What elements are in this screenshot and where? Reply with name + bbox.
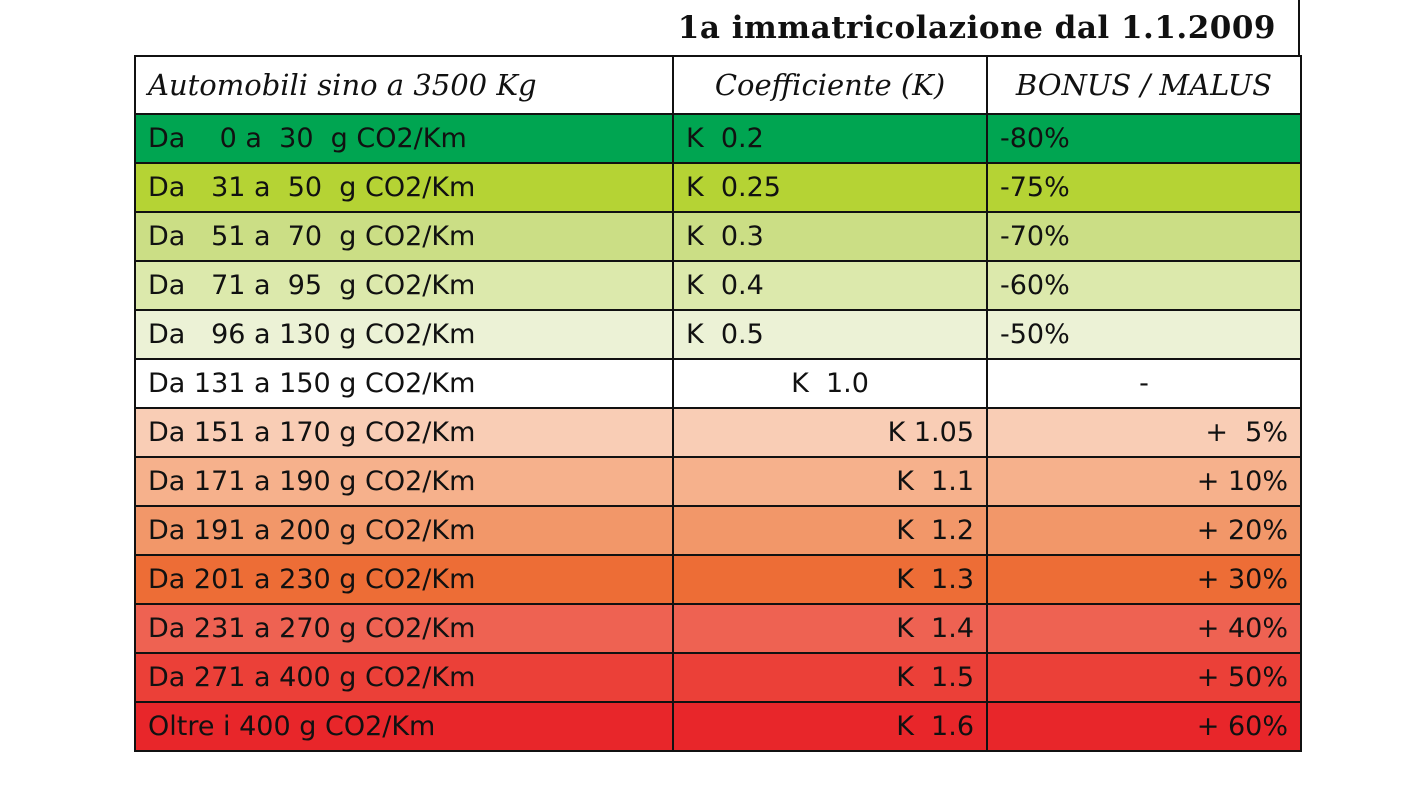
table-title: 1a immatricolazione dal 1.1.2009 (134, 0, 1300, 55)
bonus-malus-cell: -75% (986, 162, 1302, 213)
document-frame: 1a immatricolazione dal 1.1.2009 Automob… (134, 0, 1302, 776)
coefficient-cell: K 1.05 (672, 407, 988, 458)
co2-range-cell: Da 96 a 130 g CO2/Km (134, 309, 674, 360)
coefficient-cell: K 1.0 (672, 358, 988, 409)
co2-range-cell: Da 171 a 190 g CO2/Km (134, 456, 674, 507)
bonus-malus-cell: - (986, 358, 1302, 409)
co2-range-cell: Da 271 a 400 g CO2/Km (134, 652, 674, 703)
table-row: Da 231 a 270 g CO2/Km K 1.4 + 40% (134, 603, 1302, 654)
bonus-malus-cell: + 30% (986, 554, 1302, 605)
co2-range-cell: Da 151 a 170 g CO2/Km (134, 407, 674, 458)
coefficient-cell: K 0.5 (672, 309, 988, 360)
table-row: Da 71 a 95 g CO2/Km K 0.4 -60% (134, 260, 1302, 311)
coefficient-cell: K 1.3 (672, 554, 988, 605)
table-row: Oltre i 400 g CO2/Km K 1.6 + 60% (134, 701, 1302, 752)
table-row: Da 171 a 190 g CO2/Km K 1.1 + 10% (134, 456, 1302, 507)
bonus-malus-cell: + 5% (986, 407, 1302, 458)
table-row: Da 131 a 150 g CO2/Km K 1.0- (134, 358, 1302, 409)
co2-range-cell: Da 131 a 150 g CO2/Km (134, 358, 674, 409)
bonus-malus-cell: -60% (986, 260, 1302, 311)
table-row: Da 0 a 30 g CO2/Km K 0.2 -80% (134, 113, 1302, 164)
table-row: Da 201 a 230 g CO2/Km K 1.3 + 30% (134, 554, 1302, 605)
co2-range-cell: Da 191 a 200 g CO2/Km (134, 505, 674, 556)
bonus-malus-cell: + 50% (986, 652, 1302, 703)
header-coefficient: Coefficiente (K) (672, 55, 988, 115)
coefficient-cell: K 1.1 (672, 456, 988, 507)
co2-range-cell: Oltre i 400 g CO2/Km (134, 701, 674, 752)
table-row: Da 151 a 170 g CO2/Km K 1.05 + 5% (134, 407, 1302, 458)
coefficient-cell: K 0.4 (672, 260, 988, 311)
table-row: Da 191 a 200 g CO2/Km K 1.2 + 20% (134, 505, 1302, 556)
coefficient-cell: K 1.4 (672, 603, 988, 654)
coefficient-cell: K 1.2 (672, 505, 988, 556)
co2-range-cell: Da 231 a 270 g CO2/Km (134, 603, 674, 654)
coefficient-cell: K 1.5 (672, 652, 988, 703)
coefficient-cell: K 1.6 (672, 701, 988, 752)
header-bonus-malus: BONUS / MALUS (986, 55, 1302, 115)
co2-range-cell: Da 51 a 70 g CO2/Km (134, 211, 674, 262)
coefficient-cell: K 0.25 (672, 162, 988, 213)
bonus-malus-cell: -50% (986, 309, 1302, 360)
bonus-malus-cell: + 60% (986, 701, 1302, 752)
table-row: Da 271 a 400 g CO2/Km K 1.5 + 50% (134, 652, 1302, 703)
co2-coefficient-table: Automobili sino a 3500 Kg Coefficiente (… (134, 55, 1302, 752)
bonus-malus-cell: + 40% (986, 603, 1302, 654)
header-row: Automobili sino a 3500 Kg Coefficiente (… (134, 55, 1302, 115)
co2-range-cell: Da 0 a 30 g CO2/Km (134, 113, 674, 164)
bonus-malus-cell: + 10% (986, 456, 1302, 507)
table-row: Da 51 a 70 g CO2/Km K 0.3 -70% (134, 211, 1302, 262)
table-row: Da 96 a 130 g CO2/Km K 0.5 -50% (134, 309, 1302, 360)
co2-range-cell: Da 71 a 95 g CO2/Km (134, 260, 674, 311)
bonus-malus-cell: -70% (986, 211, 1302, 262)
coefficient-cell: K 0.3 (672, 211, 988, 262)
bonus-malus-cell: + 20% (986, 505, 1302, 556)
co2-range-cell: Da 31 a 50 g CO2/Km (134, 162, 674, 213)
header-vehicle-category: Automobili sino a 3500 Kg (134, 55, 674, 115)
table-row: Da 31 a 50 g CO2/Km K 0.25 -75% (134, 162, 1302, 213)
coefficient-cell: K 0.2 (672, 113, 988, 164)
co2-range-cell: Da 201 a 230 g CO2/Km (134, 554, 674, 605)
bonus-malus-cell: -80% (986, 113, 1302, 164)
